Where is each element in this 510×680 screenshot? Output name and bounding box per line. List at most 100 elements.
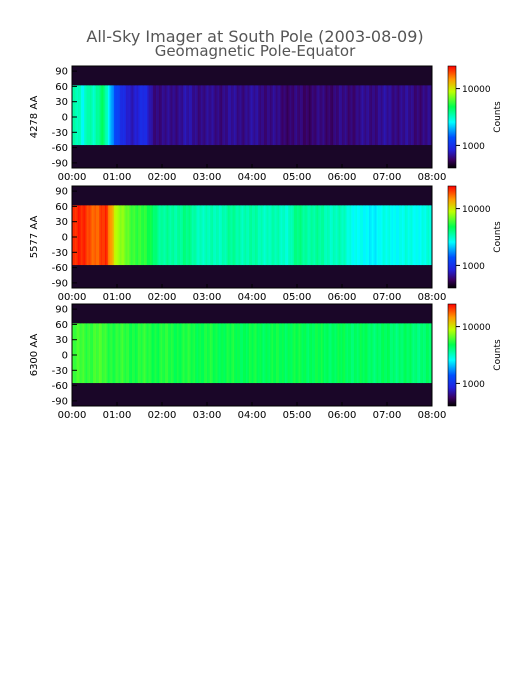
heatmap-column (156, 85, 158, 146)
heatmap-column (424, 323, 427, 384)
heatmap-column (313, 205, 316, 266)
heatmap-column (138, 205, 140, 266)
heatmap-column (154, 205, 157, 266)
heatmap-column (300, 205, 302, 266)
heatmap-column (133, 323, 136, 384)
heatmap-column (343, 323, 346, 384)
heatmap-column (240, 85, 242, 146)
heatmap-column (423, 205, 425, 266)
heatmap-column (120, 85, 122, 146)
heatmap-column (229, 205, 232, 266)
heatmap-column (235, 85, 238, 146)
y-axis-label: 5577 AA (29, 216, 40, 259)
heatmap-column (328, 85, 331, 146)
heatmap-column (201, 205, 203, 266)
heatmap-column (382, 323, 385, 384)
heatmap-column (195, 205, 197, 266)
heatmap-column (84, 205, 86, 266)
heatmap-column (372, 85, 374, 146)
heatmap-column (390, 323, 392, 384)
heatmap-column (103, 205, 106, 266)
heatmap-column (267, 85, 269, 146)
heatmap-column (249, 205, 251, 266)
heatmap-column (270, 205, 272, 266)
colorbar-tick-label: 1000 (462, 380, 485, 390)
heatmap-column (355, 205, 358, 266)
heatmap-column (418, 205, 421, 266)
heatmap-column (427, 205, 430, 266)
x-tick-label: 07:00 (373, 410, 402, 421)
heatmap-column (90, 323, 92, 384)
heatmap-column (88, 323, 91, 384)
heatmap-column (85, 323, 88, 384)
heatmap-column (168, 85, 170, 146)
heatmap-column (165, 85, 167, 146)
heatmap-column (250, 85, 253, 146)
heatmap-column (90, 205, 92, 266)
heatmap-column (303, 205, 305, 266)
heatmap-column (109, 205, 112, 266)
heatmap-column (345, 85, 347, 146)
heatmap-column (421, 205, 424, 266)
heatmap-column (225, 85, 227, 146)
heatmap-column (232, 205, 235, 266)
heatmap-column (300, 85, 302, 146)
heatmap-column (394, 323, 397, 384)
heatmap-column (141, 205, 143, 266)
heatmap-column (193, 205, 196, 266)
heatmap-column (193, 85, 196, 146)
x-tick-label: 01:00 (103, 172, 132, 183)
heatmap-column (298, 85, 301, 146)
heatmap-column (247, 205, 250, 266)
heatmap-column (310, 323, 313, 384)
heatmap-column (237, 85, 239, 146)
heatmap-column (369, 85, 371, 146)
heatmap-column (375, 323, 377, 384)
heatmap-column (156, 323, 158, 384)
heatmap-column (114, 205, 116, 266)
heatmap-column (406, 323, 409, 384)
heatmap-column (324, 205, 326, 266)
heatmap-column (202, 85, 205, 146)
heatmap-column (115, 85, 118, 146)
heatmap-column (408, 85, 410, 146)
heatmap-column (199, 85, 202, 146)
heatmap-column (414, 323, 416, 384)
heatmap-column (373, 205, 376, 266)
heatmap-column (310, 85, 313, 146)
heatmap-column (174, 323, 176, 384)
heatmap-column (258, 85, 260, 146)
heatmap-column (429, 205, 431, 266)
heatmap-column (333, 85, 335, 146)
heatmap-column (358, 323, 361, 384)
heatmap-column (415, 85, 418, 146)
heatmap-column (403, 85, 406, 146)
heatmap-column (358, 85, 361, 146)
heatmap-column (366, 85, 368, 146)
heatmap-column (411, 323, 413, 384)
heatmap-column (76, 85, 79, 146)
heatmap-column (201, 323, 203, 384)
heatmap-column (268, 85, 271, 146)
y-tick-label: 30 (55, 335, 68, 346)
heatmap-column (100, 205, 103, 266)
heatmap-column (91, 205, 94, 266)
heatmap-column (99, 323, 101, 384)
heatmap-column (148, 85, 151, 146)
heatmap-column (93, 323, 95, 384)
heatmap-column (405, 205, 407, 266)
y-tick-label: -60 (52, 263, 68, 274)
heatmap-column (285, 205, 287, 266)
heatmap-column (100, 85, 103, 146)
heatmap-column (87, 85, 89, 146)
heatmap-column (357, 205, 359, 266)
heatmap-column (130, 85, 133, 146)
heatmap-column (232, 85, 235, 146)
heatmap-column (145, 85, 148, 146)
heatmap-column (135, 205, 137, 266)
heatmap-column (148, 323, 151, 384)
heatmap-column (151, 205, 154, 266)
heatmap-column (190, 323, 193, 384)
heatmap-column (282, 85, 284, 146)
panel-2: 90 60 30 0 -30 -60 -90 5577 AA 00:00 01:00 02:00 03… (29, 185, 503, 303)
